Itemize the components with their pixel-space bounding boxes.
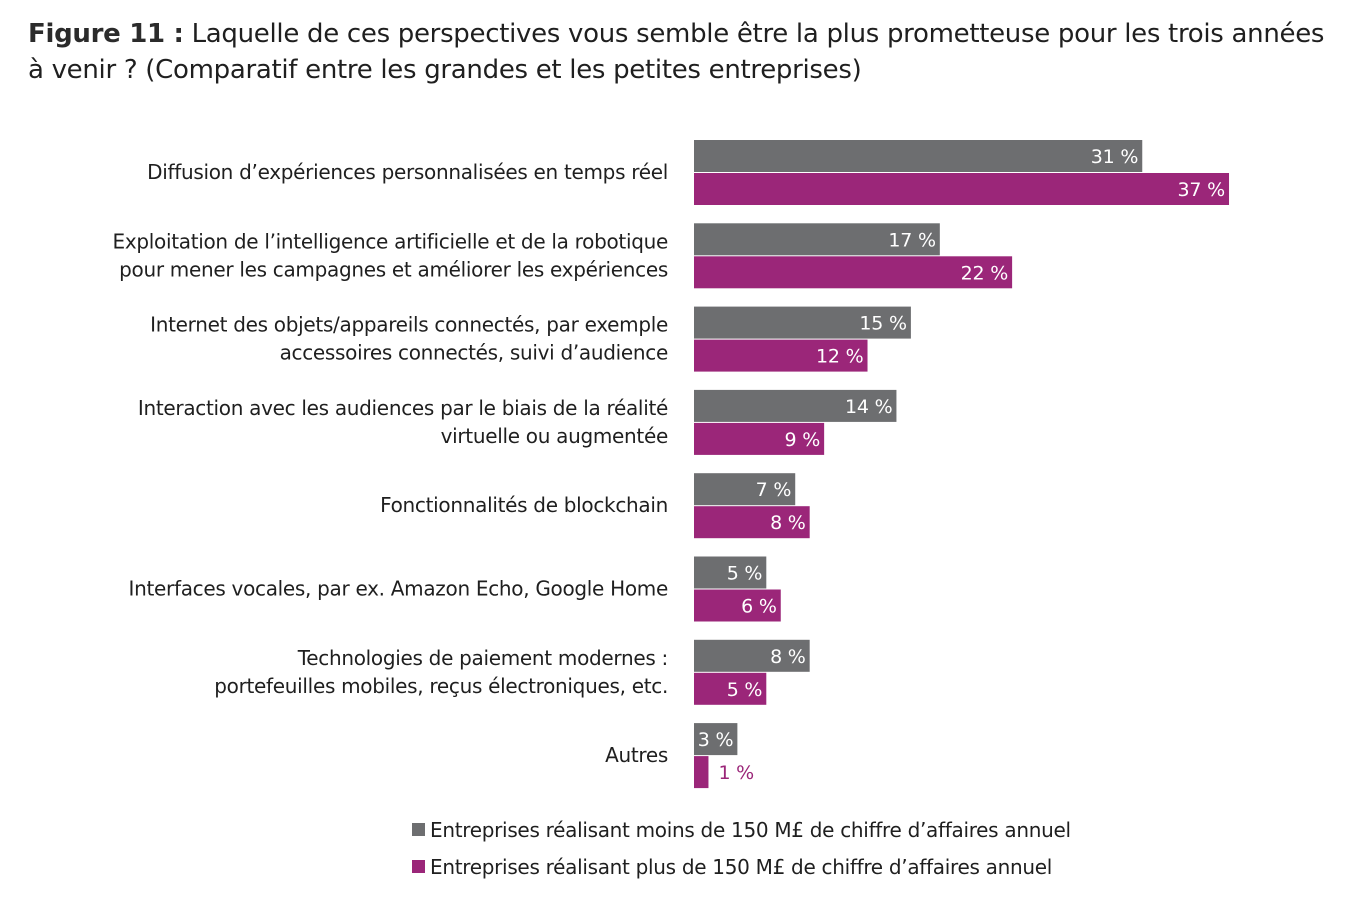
category-label: Autres	[605, 743, 668, 767]
figure-number: Figure 11 :	[28, 19, 184, 49]
data-label: 14 %	[845, 396, 892, 418]
category-label-line: Exploitation de l’intelligence artificie…	[112, 229, 668, 253]
category-label: Internet des objets/appareils connectés,…	[150, 313, 668, 365]
data-label: 8 %	[770, 512, 806, 534]
bar-small-company	[694, 639, 810, 672]
bar-small-company	[694, 223, 940, 256]
bar-small-company	[694, 306, 911, 339]
legend-label-small: Entreprises réalisant moins de 150 M£ de…	[430, 818, 1071, 842]
category-label-line: Internet des objets/appareils connectés,…	[150, 313, 668, 337]
legend-item-large: Entreprises réalisant plus de 150 M£ de …	[412, 855, 1052, 879]
category-label: Diffusion d’expériences personnalisées e…	[147, 160, 668, 184]
category-label-line: virtuelle ou augmentée	[441, 424, 668, 448]
bar-large-company	[694, 672, 767, 705]
data-label: 15 %	[859, 313, 906, 335]
category-label-line: pour mener les campagnes et améliorer le…	[119, 257, 668, 281]
bar-small-company	[694, 473, 796, 506]
category-label-line: portefeuilles mobiles, reçus électroniqu…	[214, 674, 668, 698]
bar-large-company	[694, 422, 825, 455]
data-label: 7 %	[756, 479, 792, 501]
data-label: 17 %	[888, 229, 935, 251]
data-label: 6 %	[741, 596, 777, 618]
data-label: 5 %	[727, 563, 763, 585]
data-label: 22 %	[961, 262, 1008, 284]
data-label: 1 %	[718, 762, 754, 784]
legend-swatch-large	[412, 860, 425, 873]
category-label-line: Interaction avec les audiences par le bi…	[138, 396, 668, 420]
bar-small-company	[694, 140, 1143, 172]
bar-small-company	[694, 723, 738, 756]
legend-item-small: Entreprises réalisant moins de 150 M£ de…	[412, 818, 1071, 842]
category-label-line: Diffusion d’expériences personnalisées e…	[147, 160, 668, 184]
category-label-line: Interfaces vocales, par ex. Amazon Echo,…	[129, 577, 668, 601]
bar-large-company	[694, 173, 1230, 205]
category-label: Technologies de paiement modernes : porte…	[214, 646, 668, 698]
figure-question: Laquelle de ces perspectives vous semble…	[28, 19, 1325, 85]
category-label: Interfaces vocales, par ex. Amazon Echo,…	[129, 577, 668, 601]
data-label: 37 %	[1178, 179, 1225, 201]
data-label: 31 %	[1091, 146, 1138, 168]
data-label: 12 %	[816, 346, 863, 368]
data-label: 5 %	[727, 679, 763, 701]
category-label-line: Fonctionnalités de blockchain	[380, 493, 668, 517]
legend-swatch-small	[412, 823, 425, 836]
category-label-line: Technologies de paiement modernes :	[297, 646, 668, 670]
bar-small-company	[694, 556, 767, 589]
bar-large-company	[694, 589, 781, 622]
bar-large-company	[694, 506, 810, 539]
category-label-line: Autres	[605, 743, 668, 767]
data-label: 3 %	[698, 729, 734, 751]
bar-large-company	[694, 339, 868, 372]
category-label: Fonctionnalités de blockchain	[380, 493, 668, 517]
bar-small-company	[694, 389, 897, 422]
category-label-line: accessoires connectés, suivi d’audience	[280, 341, 668, 365]
category-label: Interaction avec les audiences par le bi…	[138, 396, 668, 448]
chart-title: Figure 11 : Laquelle de ces perspectives…	[28, 16, 1328, 88]
bar-large-company	[694, 756, 709, 789]
category-label: Exploitation de l’intelligence artificie…	[112, 229, 668, 281]
data-label: 9 %	[785, 429, 821, 451]
legend-label-large: Entreprises réalisant plus de 150 M£ de …	[430, 855, 1052, 879]
data-label: 8 %	[770, 646, 806, 668]
bar-large-company	[694, 256, 1013, 289]
